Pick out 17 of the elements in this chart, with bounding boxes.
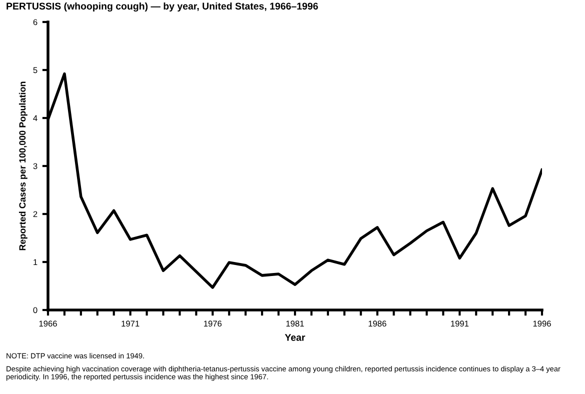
x-tick-label: 1971 [122, 320, 140, 327]
x-tick-label: 1976 [204, 320, 222, 327]
y-tick-label: 1 [34, 259, 38, 266]
x-tick-label: 1966 [39, 320, 57, 327]
x-tick-label: 1996 [533, 320, 551, 327]
y-tick-label: 4 [33, 115, 38, 122]
x-tick-label: 1986 [368, 320, 386, 327]
x-tick-label: 1981 [286, 320, 304, 327]
x-tick-label: 1991 [451, 320, 469, 327]
y-axis-title: Reported Cases per 100,000 Population [18, 82, 28, 250]
y-tick-label: 0 [33, 307, 38, 314]
y-tick-label: 2 [33, 211, 38, 218]
x-axis-title: Year [284, 334, 306, 341]
chart-title: PERTUSSIS (whooping cough) — by year, United States, 1966–1996 [6, 2, 318, 12]
y-tick-label: 6 [33, 19, 38, 26]
y-tick-label: 3 [33, 163, 38, 170]
y-tick-label: 5 [33, 67, 38, 74]
